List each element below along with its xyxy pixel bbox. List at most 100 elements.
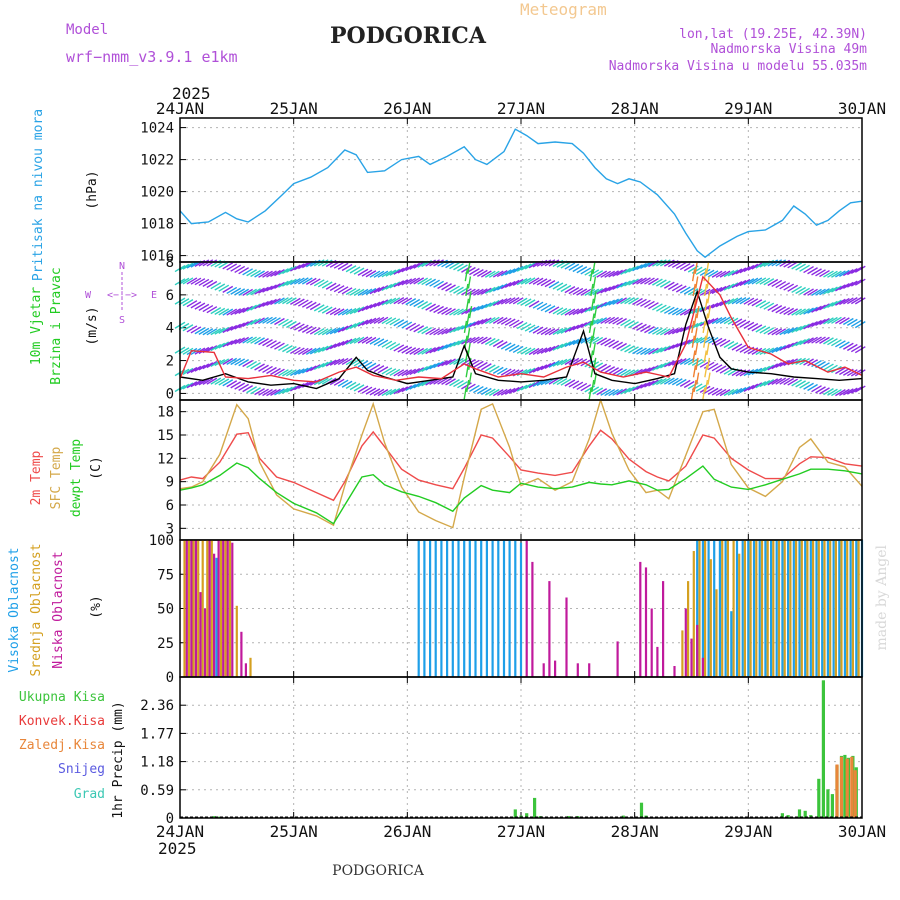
pressure-ytick-label: 1018 [140,217,174,233]
temperature-dewpoint-line [179,462,863,525]
wind-arrow [210,359,222,368]
wind-arrow [620,344,631,352]
wind-arrow [540,346,552,354]
wind-arrow [361,318,373,326]
wind-arrow [206,306,218,314]
precip-precip_total-bar [639,802,644,818]
wind-arrow [405,277,417,285]
wind-arrow [520,383,532,391]
wind-arrow [600,388,612,396]
wind-arrow [246,288,257,296]
wind-arrow [266,366,277,375]
wind-arrow [250,362,261,370]
precip-precip_frozen-bar [850,756,854,818]
wind-arrow [500,317,512,325]
wind-strong-arrow [589,269,594,282]
wind-arrow [186,366,198,375]
wind-arrow [266,298,277,306]
wind-strong-arrow [707,372,711,385]
wind-strong-arrow [695,372,700,385]
wind-arrow [258,338,269,346]
wind-arrow [604,270,616,278]
wind-arrow [540,327,552,336]
wind-strong-arrow [593,305,598,319]
wind-arrow [842,268,854,277]
wind-arrow [648,379,659,387]
wind-arrow [671,284,683,292]
wind-arrow [218,308,230,316]
precip-ylabel-name: 1hr Precip [111,740,126,818]
bottom-day-labels: 24JAN 25JAN 26JAN 27JAN 28JAN 29JAN 30JAN [156,822,886,841]
wind-arrow [389,318,401,326]
wind-arrow [731,318,743,326]
wind-arrow [815,269,826,277]
wind-arrow [628,265,639,273]
wind-arrow [337,379,349,387]
wind-arrow [297,299,309,307]
wind-arrow [230,264,242,272]
wind-arrow [560,284,572,293]
wind-arrow [715,388,727,397]
legend-freezing-rain: Zaledj.Kisa [19,738,105,753]
wind-arrow [787,308,799,316]
wind-arrow [823,337,834,345]
wind-strong-arrow [694,342,699,356]
wind-arrow [313,259,325,267]
wind-arrow [321,377,333,385]
wind-arrow [854,321,866,329]
wind-strong-arrow [593,291,597,304]
wind-arrow [803,382,814,390]
wind-arrow [791,325,803,334]
wind-arrow [787,378,799,386]
wind-arrow [488,388,500,397]
wind-arrow [262,270,273,278]
cloud-cloud_high-bar [838,540,841,677]
cloud-cloud_mid-bar [817,540,820,677]
wind-arrow [301,300,313,308]
wind-arrow [835,388,846,397]
wind-arrow [401,278,413,286]
wind-arrow [628,278,639,286]
year-top: 2025 [172,84,211,103]
precip-precip_total-bar [830,794,834,818]
wind-arrow [278,343,289,352]
cloud-cloud_low-bar [662,581,665,677]
wind-arrow [377,388,389,397]
wind-arrow [588,269,600,277]
wind-arrow [544,259,556,267]
cloud-ylabel-low: Niska Oblacnost [51,551,66,668]
wind-arrow [317,377,329,385]
wind-arrow [317,345,329,353]
wind-arrow [659,328,671,336]
wind-arrow [333,378,345,386]
wind-arrow [230,357,242,366]
cloud-cloud_mid-bar [777,540,781,677]
wind-arrow [695,336,707,344]
wind-arrow [317,259,329,267]
wind-arrow [421,302,433,310]
wind-strong-arrow [590,298,595,311]
wind-arrow [552,377,564,385]
wind-arrow [345,307,357,316]
wind-arrow [301,366,313,374]
wind-arrow [226,263,238,271]
wind-arrow [417,326,429,334]
wind-arrow [381,283,393,292]
wind-arrow [333,326,345,334]
cloud-cloud_high-bar [429,540,432,677]
wind-arrow [839,269,850,277]
wind-strong-arrow [588,320,593,334]
precip-precip_total-bar [621,815,625,818]
wind-arrow [652,303,663,311]
wind-arrow [309,347,321,355]
wind-arrow [504,280,516,289]
wind-arrow [711,301,723,309]
app-title: Meteogram [520,0,607,19]
wind-arrow [596,388,608,396]
wind-arrow [719,316,731,324]
wind-arrow [349,337,361,345]
wind-arrow [735,279,747,288]
wind-arrow [361,304,373,312]
wind-arrow [309,364,321,372]
